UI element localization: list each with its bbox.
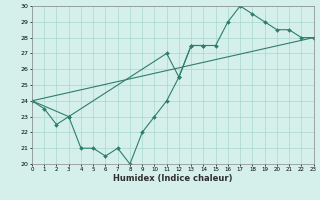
X-axis label: Humidex (Indice chaleur): Humidex (Indice chaleur) <box>113 174 233 183</box>
